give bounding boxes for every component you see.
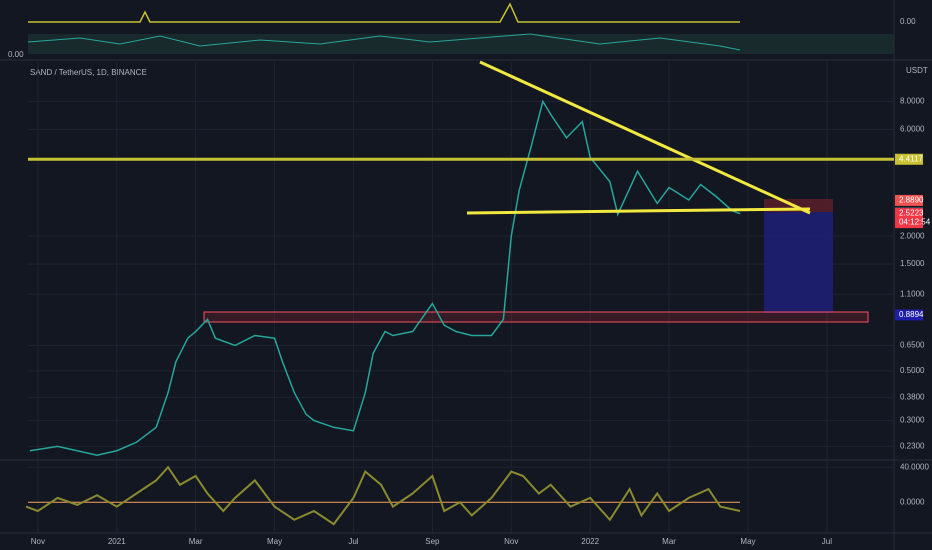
- y-tick-label: 0.6500: [900, 341, 925, 350]
- price-label: 2.5223: [899, 209, 924, 218]
- top-indicator-osc: [27, 33, 741, 51]
- price-label: 0.8894: [899, 310, 924, 319]
- support-zone: [203, 311, 869, 323]
- price-label-box: [895, 208, 923, 229]
- x-tick-label: Sep: [425, 537, 440, 546]
- price-line: [29, 99, 741, 457]
- y-tick-label: 6.0000: [900, 124, 925, 133]
- x-tick-label: 2021: [108, 537, 126, 546]
- y-tick-label: 2.0000: [900, 231, 925, 240]
- y-tick-label: 1.1000: [900, 289, 925, 298]
- x-tick-label: Jul: [348, 537, 358, 546]
- osc-tick-label: 0.0000: [900, 497, 925, 506]
- x-tick-label: Jul: [822, 537, 832, 546]
- trend-line: [479, 60, 811, 215]
- indicator-band: [28, 34, 894, 54]
- top-indicator-line: [28, 2, 740, 23]
- oscillator-line: [25, 465, 741, 526]
- top-panel-label: 0.00: [900, 17, 916, 26]
- x-tick-label: Nov: [31, 537, 45, 546]
- x-tick-label: May: [267, 537, 282, 546]
- price-label: 4.4117: [899, 154, 923, 163]
- top-panel-label: 0.00: [8, 50, 24, 59]
- countdown-label: 04:12:54: [899, 218, 931, 227]
- chart-title: SAND / TetherUS, 1D, BINANCE: [30, 68, 147, 77]
- y-tick-label: 8.0000: [900, 97, 925, 106]
- trend-line: [466, 207, 811, 215]
- y-tick-label: 0.3000: [900, 416, 925, 425]
- x-tick-label: May: [740, 537, 755, 546]
- price-label-box: [895, 309, 923, 321]
- currency-label: USDT: [906, 66, 928, 75]
- price-label: 2.8890: [899, 196, 924, 205]
- y-tick-label: 1.5000: [900, 259, 925, 268]
- x-tick-label: Nov: [504, 537, 518, 546]
- price-label-box: [895, 153, 923, 165]
- price-label-box: [895, 194, 923, 206]
- short-target-zone: [764, 212, 833, 313]
- y-tick-label: 0.5000: [900, 366, 925, 375]
- x-tick-label: 2022: [581, 537, 599, 546]
- x-tick-label: Mar: [189, 537, 203, 546]
- y-tick-label: 0.3800: [900, 393, 925, 402]
- x-tick-label: Mar: [662, 537, 676, 546]
- y-tick-label: 0.2300: [900, 442, 925, 451]
- osc-tick-label: 40.0000: [900, 462, 929, 471]
